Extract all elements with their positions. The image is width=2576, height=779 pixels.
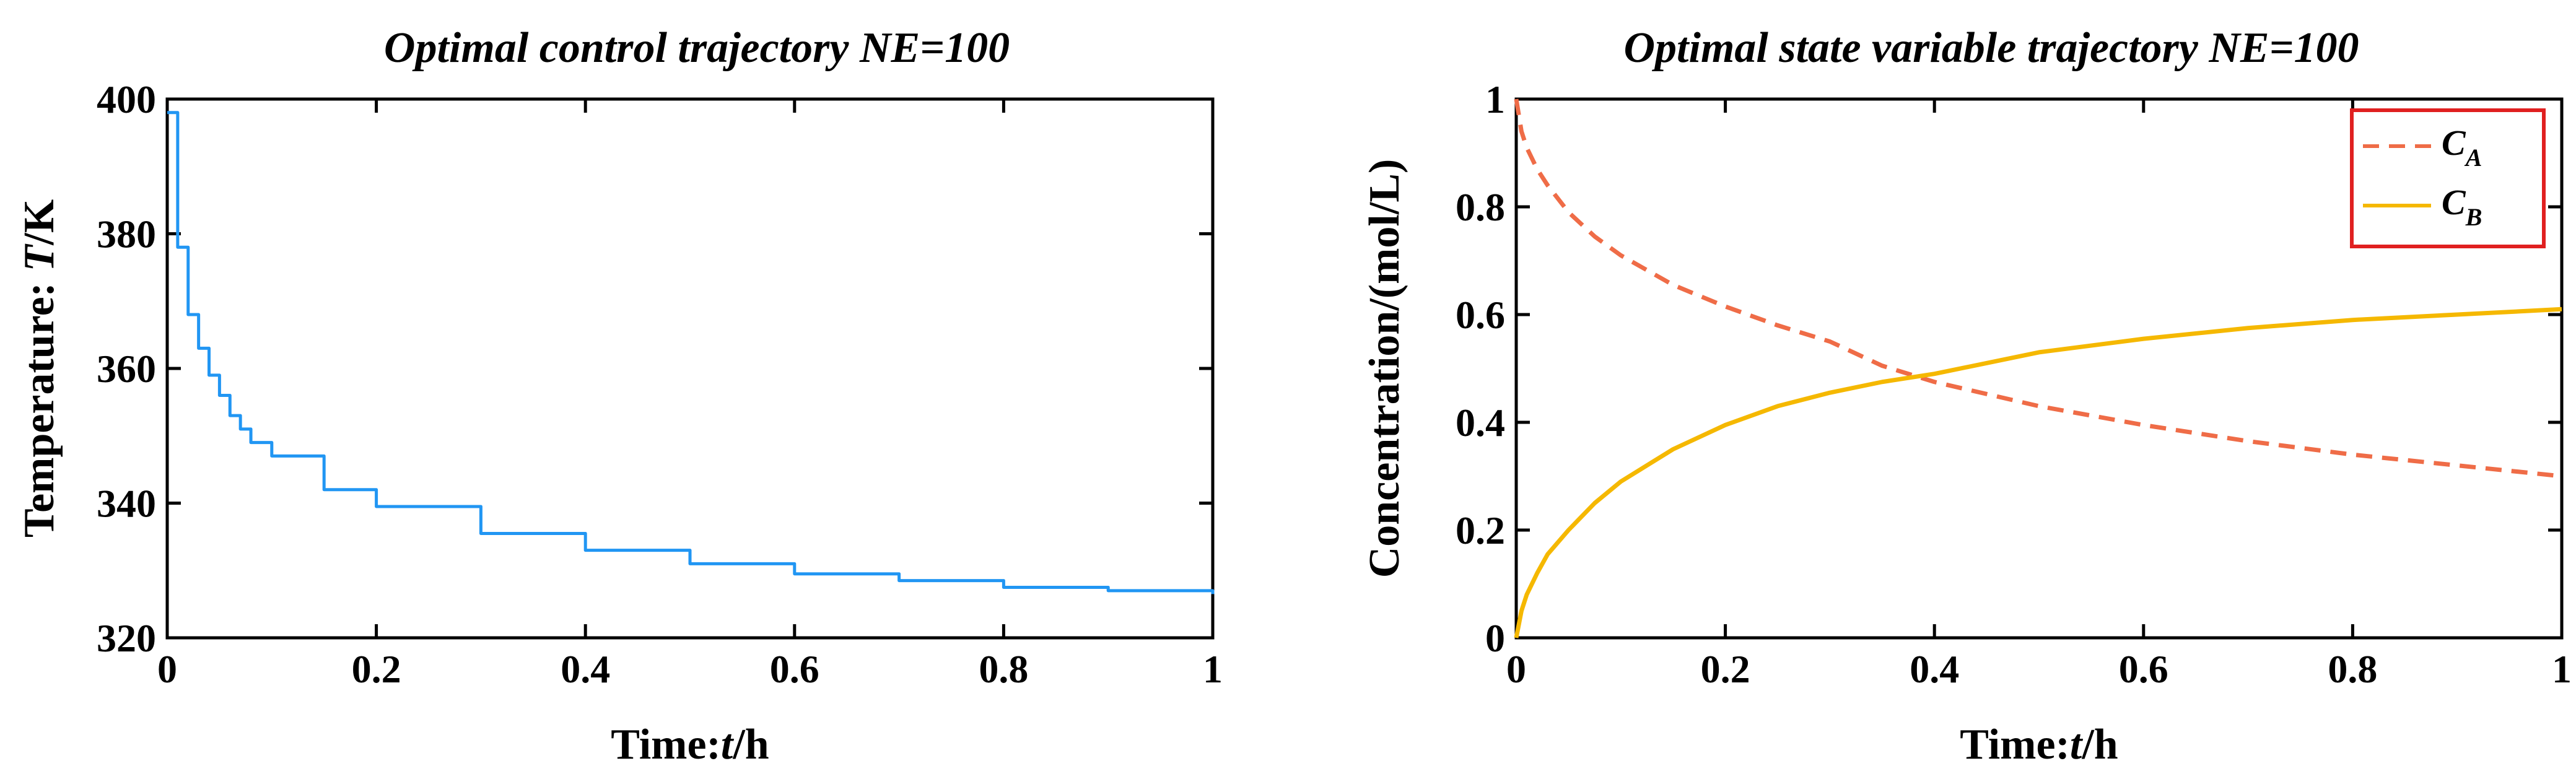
state-x-tick-label: 0 — [1506, 647, 1526, 691]
legend-box — [2350, 108, 2546, 248]
control-ticks — [165, 97, 1215, 640]
state-y-tick-label: 0.8 — [1456, 185, 1505, 229]
control-y-label-unit: /K — [15, 199, 63, 246]
state-tick-labels: 0 0.2 0.4 0.6 0.8 1 0 0.2 0.4 0.6 0.8 1 — [1456, 77, 2572, 691]
control-y-tick-label: 360 — [97, 347, 156, 391]
legend-label-cb-sub: B — [2465, 203, 2482, 231]
state-x-tick-label: 0.4 — [1910, 647, 1959, 691]
control-x-tick-label: 0.2 — [352, 647, 401, 691]
state-y-tick-label: 0.6 — [1456, 293, 1505, 337]
state-plot-frame — [1514, 97, 2564, 640]
control-y-tick-label: 380 — [97, 212, 156, 256]
state-chart-title: Optimal state variable trajectory NE=100 — [1624, 24, 2359, 72]
control-x-label-prefix: Time: — [611, 721, 721, 768]
state-legend: CA CB — [2350, 108, 2546, 248]
control-y-axis-label: Temperature: T/K — [15, 199, 63, 537]
state-series — [1514, 98, 2562, 638]
state-y-axis-label: Concentration/(mol/L) — [1361, 159, 1408, 578]
state-y-tick-label: 0 — [1485, 616, 1505, 660]
state-series-line-cb — [1514, 307, 2562, 638]
control-tick-labels: 0 0.2 0.4 0.6 0.8 1 320 340 360 380 400 — [97, 77, 1223, 691]
state-x-axis-label: Time:t/h — [1960, 721, 2118, 768]
state-chart: Optimal state variable trajectory NE=100… — [1361, 24, 2572, 768]
state-x-tick-label: 0.8 — [2328, 647, 2377, 691]
state-x-label-prefix: Time: — [1960, 721, 2070, 768]
control-x-axis-label: Time:t/h — [611, 721, 769, 768]
control-chart-title: Optimal control trajectory NE=100 — [384, 24, 1010, 72]
state-ticks — [1514, 97, 2564, 640]
legend-label-cb: CB — [2442, 182, 2482, 231]
state-x-tick-label: 1 — [2552, 647, 2572, 691]
control-x-label-unit: /h — [732, 721, 769, 768]
control-x-tick-label: 0.4 — [561, 647, 610, 691]
control-x-tick-label: 1 — [1203, 647, 1223, 691]
state-y-tick-label: 0.4 — [1456, 401, 1505, 445]
control-x-tick-label: 0.8 — [979, 647, 1028, 691]
state-y-tick-label: 1 — [1485, 77, 1505, 121]
control-y-tick-label: 320 — [97, 616, 156, 660]
legend-label-ca-sub: A — [2464, 144, 2482, 172]
control-series-line-t — [167, 111, 1215, 594]
control-x-tick-label: 0.6 — [770, 647, 819, 691]
legend-label-cb-main: C — [2442, 182, 2466, 222]
control-x-label-var: t — [721, 721, 735, 768]
state-x-tick-label: 0.6 — [2119, 647, 2168, 691]
legend-label-ca-main: C — [2442, 123, 2466, 163]
control-series — [167, 111, 1215, 594]
control-y-label-prefix: Temperature: — [15, 272, 63, 538]
state-x-tick-label: 0.2 — [1701, 647, 1750, 691]
legend-label-ca: CA — [2442, 123, 2482, 172]
control-x-tick-label: 0 — [157, 647, 177, 691]
state-series-line-ca — [1514, 98, 2562, 479]
state-x-label-unit: /h — [2081, 721, 2118, 768]
state-y-tick-label: 0.2 — [1456, 508, 1505, 552]
control-y-tick-label: 340 — [97, 482, 156, 526]
state-x-label-var: t — [2070, 721, 2084, 768]
control-chart: Optimal control trajectory NE=100 0 0.2 0.… — [15, 24, 1223, 768]
control-y-tick-label: 400 — [97, 77, 156, 121]
control-y-label-var: T — [15, 243, 63, 272]
